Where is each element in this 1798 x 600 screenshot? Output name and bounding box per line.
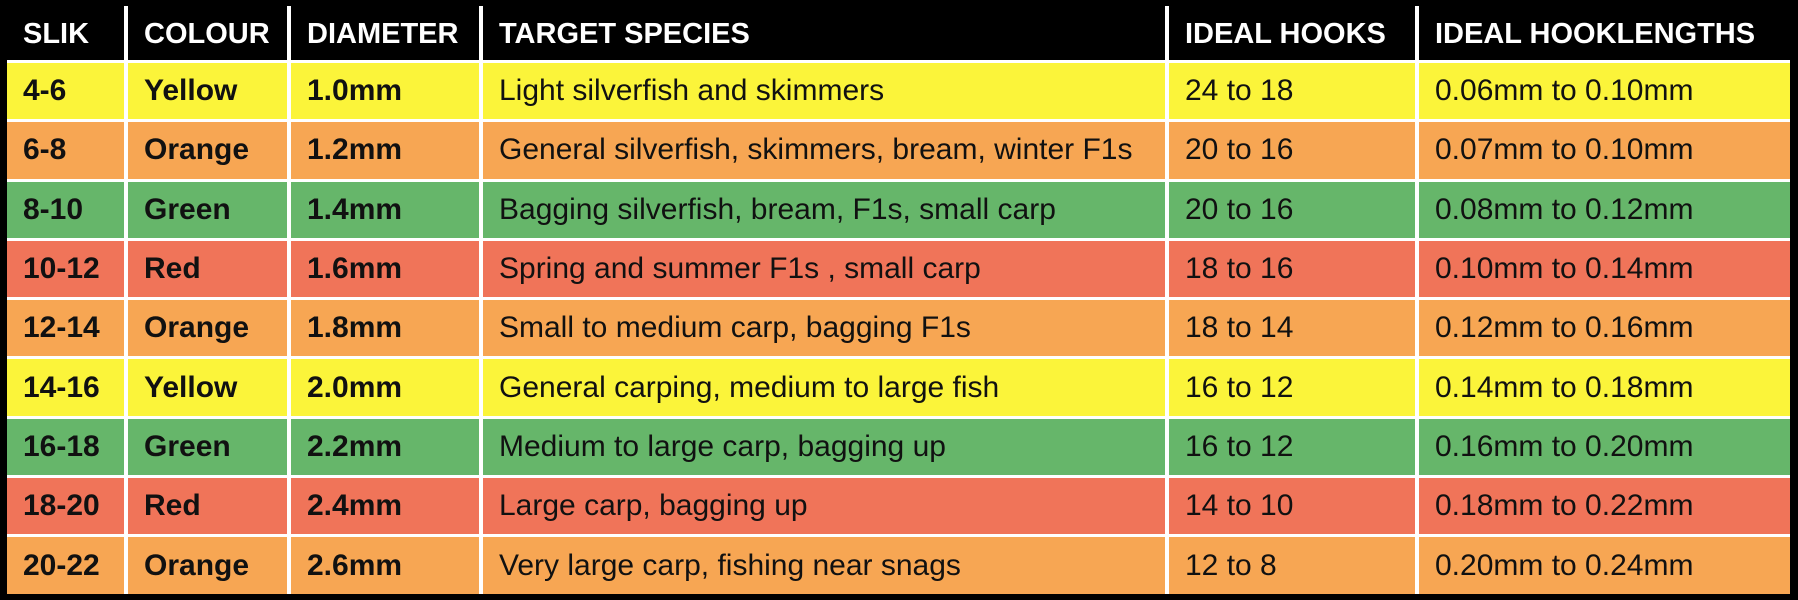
header-row: SLIK COLOUR DIAMETER TARGET SPECIES IDEA… [7,6,1790,60]
header-diameter: DIAMETER [291,6,483,60]
cell-diameter: 1.6mm [291,237,483,298]
cell-hooks: 18 to 14 [1169,297,1419,357]
cell-colour: Yellow [128,60,291,120]
cell-hooks: 12 to 8 [1169,534,1419,594]
header-target-species: TARGET SPECIES [483,6,1169,60]
header-ideal-hooklengths: IDEAL HOOKLENGTHS [1419,6,1790,60]
cell-hooks: 18 to 16 [1169,237,1419,298]
cell-hooklengths: 0.14mm to 0.18mm [1419,356,1790,416]
cell-slik: 4-6 [7,60,128,120]
cell-slik: 12-14 [7,297,128,357]
cell-diameter: 2.0mm [291,356,483,416]
cell-hooks: 16 to 12 [1169,356,1419,416]
cell-hooks: 16 to 12 [1169,415,1419,476]
cell-species: Large carp, bagging up [483,475,1169,535]
cell-hooklengths: 0.08mm to 0.12mm [1419,178,1790,238]
cell-hooklengths: 0.10mm to 0.14mm [1419,237,1790,298]
cell-slik: 8-10 [7,178,128,238]
cell-colour: Orange [128,119,291,179]
table-row: 16-18 Green 2.2mm Medium to large carp, … [7,415,1790,476]
cell-colour: Yellow [128,356,291,416]
table-row: 4-6 Yellow 1.0mm Light silverfish and sk… [7,60,1790,120]
header-ideal-hooks: IDEAL HOOKS [1169,6,1419,60]
cell-species: Very large carp, fishing near snags [483,534,1169,594]
cell-species: Spring and summer F1s , small carp [483,237,1169,298]
cell-hooklengths: 0.06mm to 0.10mm [1419,60,1790,120]
table-row: 20-22 Orange 2.6mm Very large carp, fish… [7,534,1790,594]
cell-diameter: 2.2mm [291,415,483,476]
cell-colour: Red [128,237,291,298]
cell-colour: Green [128,415,291,476]
header-slik: SLIK [7,6,128,60]
cell-diameter: 1.4mm [291,178,483,238]
cell-species: Light silverfish and skimmers [483,60,1169,120]
cell-species: General silverfish, skimmers, bream, win… [483,119,1169,179]
slik-table: SLIK COLOUR DIAMETER TARGET SPECIES IDEA… [7,6,1790,594]
table-row: 10-12 Red 1.6mm Spring and summer F1s , … [7,237,1790,298]
table-header: SLIK COLOUR DIAMETER TARGET SPECIES IDEA… [7,6,1790,60]
cell-hooklengths: 0.12mm to 0.16mm [1419,297,1790,357]
cell-colour: Orange [128,297,291,357]
cell-hooklengths: 0.20mm to 0.24mm [1419,534,1790,594]
cell-species: Bagging silverfish, bream, F1s, small ca… [483,178,1169,238]
cell-diameter: 2.6mm [291,534,483,594]
cell-diameter: 2.4mm [291,475,483,535]
table-row: 6-8 Orange 1.2mm General silverfish, ski… [7,119,1790,179]
cell-diameter: 1.0mm [291,60,483,120]
cell-slik: 20-22 [7,534,128,594]
cell-hooks: 20 to 16 [1169,178,1419,238]
cell-slik: 16-18 [7,415,128,476]
table-row: 18-20 Red 2.4mm Large carp, bagging up 1… [7,475,1790,535]
cell-species: Medium to large carp, bagging up [483,415,1169,476]
cell-slik: 6-8 [7,119,128,179]
cell-slik: 14-16 [7,356,128,416]
cell-species: Small to medium carp, bagging F1s [483,297,1169,357]
table-row: 12-14 Orange 1.8mm Small to medium carp,… [7,297,1790,357]
cell-colour: Green [128,178,291,238]
cell-diameter: 1.2mm [291,119,483,179]
cell-hooklengths: 0.07mm to 0.10mm [1419,119,1790,179]
table-row: 8-10 Green 1.4mm Bagging silverfish, bre… [7,178,1790,238]
cell-colour: Red [128,475,291,535]
cell-colour: Orange [128,534,291,594]
cell-hooklengths: 0.18mm to 0.22mm [1419,475,1790,535]
cell-hooks: 24 to 18 [1169,60,1419,120]
cell-slik: 10-12 [7,237,128,298]
cell-hooklengths: 0.16mm to 0.20mm [1419,415,1790,476]
cell-slik: 18-20 [7,475,128,535]
table-row: 14-16 Yellow 2.0mm General carping, medi… [7,356,1790,416]
table-body: 4-6 Yellow 1.0mm Light silverfish and sk… [7,60,1790,594]
header-colour: COLOUR [128,6,291,60]
cell-species: General carping, medium to large fish [483,356,1169,416]
cell-hooks: 14 to 10 [1169,475,1419,535]
cell-diameter: 1.8mm [291,297,483,357]
cell-hooks: 20 to 16 [1169,119,1419,179]
